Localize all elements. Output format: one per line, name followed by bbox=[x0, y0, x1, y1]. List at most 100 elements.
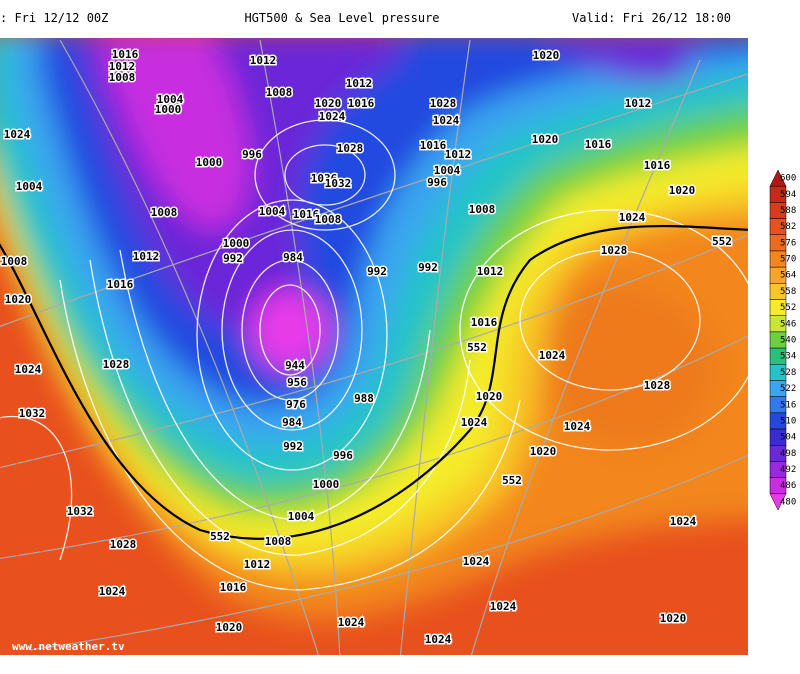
isobar-label: 1024 bbox=[564, 420, 591, 433]
isobar-label: 984 bbox=[282, 416, 302, 429]
isobar-label: 1020 bbox=[476, 390, 503, 403]
isobar-label: 1004 bbox=[288, 510, 315, 523]
isobar-label: 1024 bbox=[619, 211, 646, 224]
isobar-label: 1028 bbox=[644, 379, 671, 392]
isobar-label: 1012 bbox=[477, 265, 504, 278]
colorbar-label: 582 bbox=[780, 222, 796, 232]
isobar-label: 1016 bbox=[112, 48, 139, 61]
colorbar-label: 546 bbox=[780, 319, 796, 329]
isobar-label: 1008 bbox=[151, 206, 178, 219]
isobar-label: 1024 bbox=[670, 515, 697, 528]
isobars bbox=[0, 119, 748, 591]
thickness-label: 552 bbox=[712, 235, 732, 248]
isobar-label: 1020 bbox=[532, 133, 559, 146]
isobar-label: 996 bbox=[427, 176, 447, 189]
isobar-label: 1028 bbox=[601, 244, 628, 257]
colorbar-label: 570 bbox=[780, 255, 796, 265]
colorbar-label: 534 bbox=[780, 352, 796, 362]
colorbar: 600 594 588 582 576 570 564 558 552 546 540 534 528 5… bbox=[769, 169, 796, 511]
isobar-label: 1008 bbox=[1, 255, 28, 268]
colorbar-label: 540 bbox=[780, 336, 796, 346]
isobar-label: 1008 bbox=[469, 203, 496, 216]
isobar-label: 944 bbox=[285, 359, 305, 372]
colorbar-swatch bbox=[769, 493, 787, 511]
isobar-label: 1032 bbox=[67, 505, 94, 518]
isobar-label: 1016 bbox=[420, 139, 447, 152]
init-time: : Fri 12/12 00Z bbox=[0, 11, 108, 25]
isobar-label: 1004 bbox=[157, 93, 184, 106]
isobar-label: 1024 bbox=[433, 114, 460, 127]
isobar-label: 1020 bbox=[216, 621, 243, 634]
isobar-label: 1008 bbox=[109, 71, 136, 84]
isobar-label: 1016 bbox=[644, 159, 671, 172]
isobar-label: 1000 bbox=[155, 103, 182, 116]
isobar-label: 1000 bbox=[313, 478, 340, 491]
colorbar-label: 486 bbox=[780, 481, 796, 491]
isobar-label: 1024 bbox=[490, 600, 517, 613]
isobar-label: 1028 bbox=[110, 538, 137, 551]
isobar-label: 1028 bbox=[430, 97, 457, 110]
isobar-label: 1020 bbox=[530, 445, 557, 458]
isobar-label: 1016 bbox=[220, 581, 247, 594]
isobar-label: 1020 bbox=[5, 293, 32, 306]
footer-credit: www.netweather.tv bbox=[12, 640, 125, 653]
isobar-label: 956 bbox=[287, 376, 307, 389]
isobar-label: 1004 bbox=[16, 180, 43, 193]
isobar-label: 1000 bbox=[223, 237, 250, 250]
isobar-label: 992 bbox=[418, 261, 438, 274]
isobar-label: 1020 bbox=[669, 184, 696, 197]
isobar-label: 1012 bbox=[244, 558, 271, 571]
isobar-label: 1012 bbox=[625, 97, 652, 110]
isobar-label: 1008 bbox=[315, 213, 342, 226]
isobar-label: 1016 bbox=[585, 138, 612, 151]
isobar-label: 1024 bbox=[539, 349, 566, 362]
colorbar-label: 588 bbox=[780, 206, 796, 216]
isobar-label: 1024 bbox=[463, 555, 490, 568]
isobar-label: 1028 bbox=[103, 358, 130, 371]
colorbar-label: 600 bbox=[780, 174, 796, 184]
thickness-label: 552 bbox=[502, 474, 522, 487]
isobar-label: 984 bbox=[283, 251, 303, 264]
colorbar-label: 558 bbox=[780, 287, 796, 297]
isobar-label: 1004 bbox=[434, 164, 461, 177]
isobar-label: 1016 bbox=[107, 278, 134, 291]
isobar-label: 1036 bbox=[311, 172, 338, 185]
colorbar-label: 492 bbox=[780, 465, 796, 475]
colorbar-label: 564 bbox=[780, 271, 796, 281]
isobar-label: 1016 bbox=[293, 208, 320, 221]
isobar-label: 992 bbox=[367, 265, 387, 278]
isobar-label: 1016 bbox=[471, 316, 498, 329]
isobar-label: 1020 bbox=[315, 97, 342, 110]
isobar-label: 1024 bbox=[4, 128, 31, 141]
isobar-label: 996 bbox=[333, 449, 353, 462]
isobar-label: 1024 bbox=[319, 110, 346, 123]
colorbar-label: 516 bbox=[780, 400, 796, 410]
isobar-label: 992 bbox=[223, 252, 243, 265]
colorbar-label: 510 bbox=[780, 416, 796, 426]
colorbar-label: 552 bbox=[780, 303, 796, 313]
isobar-label: 1028 bbox=[337, 142, 364, 155]
isobar-label: 1024 bbox=[99, 585, 126, 598]
colorbar-label: 528 bbox=[780, 368, 796, 378]
isobar-label: 976 bbox=[286, 398, 306, 411]
isobar-label: 1012 bbox=[133, 250, 160, 263]
graticule bbox=[0, 39, 748, 655]
isobar-label: 1024 bbox=[338, 616, 365, 629]
isobar-label: 1032 bbox=[19, 407, 46, 420]
isobar-label: 1020 bbox=[660, 612, 687, 625]
colorbar-label: 522 bbox=[780, 384, 796, 394]
colorbar-label: 594 bbox=[780, 190, 796, 200]
isobar-label: 992 bbox=[283, 440, 303, 453]
isobar-label: 1032 bbox=[325, 177, 352, 190]
isobar-label: 1024 bbox=[15, 363, 42, 376]
isobar-label: 1000 bbox=[196, 156, 223, 169]
isobar-label: 1020 bbox=[533, 49, 560, 62]
isobar-label: 1008 bbox=[266, 86, 293, 99]
height-field bbox=[0, 38, 748, 621]
isobar-label: 1024 bbox=[425, 633, 452, 646]
isobar-label: 1004 bbox=[259, 205, 286, 218]
isobar-label: 1012 bbox=[250, 54, 277, 67]
